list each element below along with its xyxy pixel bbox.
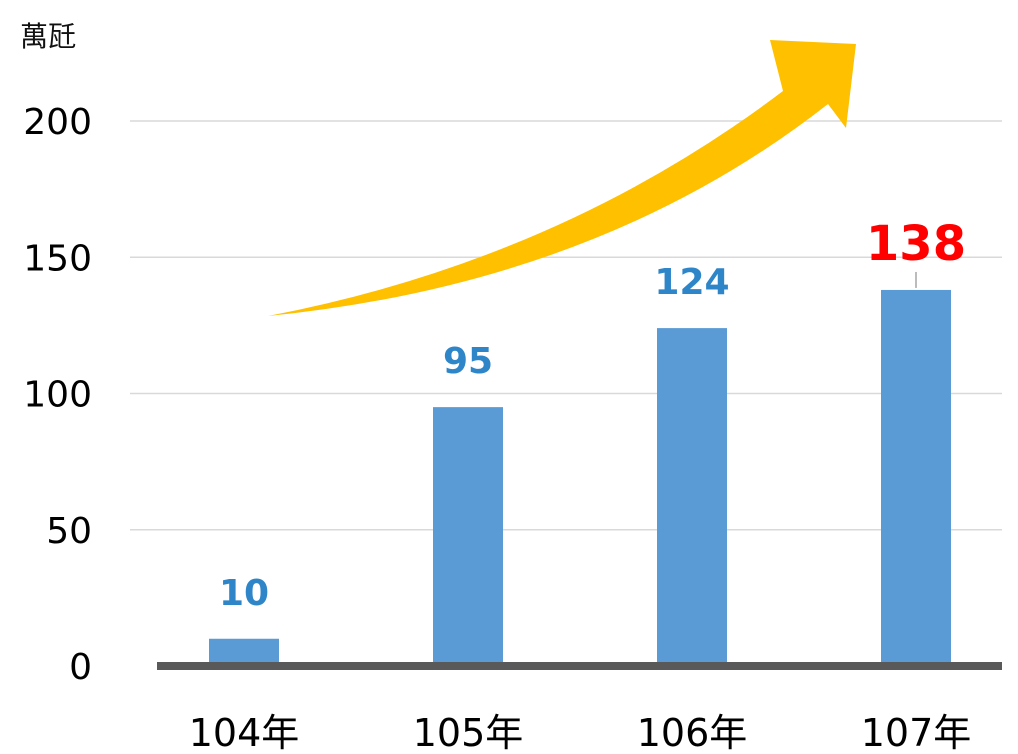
- data-label: 95: [443, 341, 493, 382]
- x-tick-label: 105年: [413, 711, 524, 754]
- data-labels: 10 95 124 138: [219, 216, 966, 614]
- data-label: 10: [219, 573, 269, 614]
- bar: [209, 638, 279, 666]
- y-tick-label: 50: [46, 511, 92, 552]
- y-axis-ticks: 0 50 100 150 200: [23, 102, 92, 688]
- bar: [433, 407, 503, 666]
- y-tick-label: 200: [23, 102, 92, 143]
- bars: [209, 289, 951, 666]
- trend-arrow-icon: [268, 40, 856, 316]
- x-tick-label: 106年: [637, 711, 748, 754]
- y-tick-label: 0: [69, 647, 92, 688]
- data-label: 138: [866, 216, 966, 272]
- bar: [657, 328, 727, 666]
- y-tick-label: 100: [23, 375, 92, 416]
- x-tick-label: 107年: [861, 711, 972, 754]
- x-axis-ticks: 104年 105年 106年 107年: [189, 711, 972, 754]
- unit-label: 萬瓩: [20, 20, 76, 53]
- data-label: 124: [654, 262, 729, 303]
- bar: [881, 289, 951, 666]
- x-tick-label: 104年: [189, 711, 300, 754]
- gridlines: [130, 120, 1002, 531]
- y-tick-label: 150: [23, 238, 92, 279]
